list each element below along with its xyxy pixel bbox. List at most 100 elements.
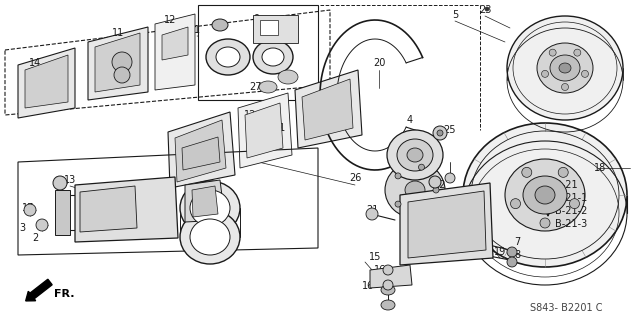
Ellipse shape xyxy=(262,48,284,66)
Circle shape xyxy=(445,173,455,183)
Ellipse shape xyxy=(523,176,567,214)
Polygon shape xyxy=(253,15,298,43)
Text: 9: 9 xyxy=(253,14,259,24)
Ellipse shape xyxy=(559,63,571,73)
Circle shape xyxy=(574,49,581,56)
Ellipse shape xyxy=(537,43,593,93)
Text: 22: 22 xyxy=(434,180,446,190)
Text: 23: 23 xyxy=(479,5,491,15)
Ellipse shape xyxy=(385,162,445,218)
Polygon shape xyxy=(55,190,70,235)
Polygon shape xyxy=(302,79,353,140)
Ellipse shape xyxy=(407,148,423,162)
Text: 12: 12 xyxy=(244,110,256,120)
Circle shape xyxy=(541,70,548,78)
Circle shape xyxy=(540,218,550,228)
Text: 12: 12 xyxy=(164,15,176,25)
Circle shape xyxy=(383,280,393,290)
Circle shape xyxy=(395,173,401,179)
Polygon shape xyxy=(192,186,218,217)
Text: 8: 8 xyxy=(514,250,520,260)
Text: 28: 28 xyxy=(529,193,541,203)
Circle shape xyxy=(511,199,520,209)
Text: 3: 3 xyxy=(19,223,25,233)
Ellipse shape xyxy=(463,123,627,267)
Polygon shape xyxy=(25,55,68,108)
Polygon shape xyxy=(245,103,283,158)
Polygon shape xyxy=(162,27,188,60)
Text: 2: 2 xyxy=(32,233,38,243)
Polygon shape xyxy=(198,5,318,100)
Text: B-21-3: B-21-3 xyxy=(555,219,588,229)
Ellipse shape xyxy=(505,159,585,231)
Ellipse shape xyxy=(216,47,240,67)
Text: 11: 11 xyxy=(112,28,124,38)
Circle shape xyxy=(561,84,568,91)
Polygon shape xyxy=(400,183,493,265)
Text: 5: 5 xyxy=(452,10,458,20)
Polygon shape xyxy=(80,186,137,232)
Text: 10: 10 xyxy=(214,243,226,253)
Polygon shape xyxy=(95,33,140,92)
Text: 4: 4 xyxy=(407,115,413,125)
Text: 13: 13 xyxy=(64,175,76,185)
Text: 19: 19 xyxy=(494,247,506,257)
Circle shape xyxy=(114,67,130,83)
Circle shape xyxy=(383,265,393,275)
Circle shape xyxy=(433,187,439,193)
Polygon shape xyxy=(182,137,220,170)
Text: 26: 26 xyxy=(349,173,361,183)
Polygon shape xyxy=(238,93,292,168)
Polygon shape xyxy=(18,48,75,118)
Circle shape xyxy=(53,176,67,190)
Text: 24: 24 xyxy=(424,143,436,153)
Circle shape xyxy=(485,7,489,11)
Ellipse shape xyxy=(190,219,230,255)
Circle shape xyxy=(419,164,424,170)
Ellipse shape xyxy=(206,39,250,75)
Text: FR.: FR. xyxy=(54,289,74,299)
Polygon shape xyxy=(408,191,486,258)
Text: B-21-2: B-21-2 xyxy=(555,206,588,216)
Text: 16: 16 xyxy=(374,265,386,275)
Text: 25: 25 xyxy=(444,125,456,135)
Text: 1: 1 xyxy=(194,25,200,35)
Text: 11: 11 xyxy=(274,123,286,133)
Text: 18: 18 xyxy=(594,163,606,173)
Circle shape xyxy=(437,130,443,136)
Circle shape xyxy=(507,247,517,257)
Text: 15: 15 xyxy=(369,252,381,262)
Text: 6: 6 xyxy=(415,190,421,200)
Ellipse shape xyxy=(535,186,555,204)
Circle shape xyxy=(112,52,132,72)
Polygon shape xyxy=(88,27,148,100)
Polygon shape xyxy=(185,180,225,222)
Ellipse shape xyxy=(387,130,443,180)
Ellipse shape xyxy=(397,139,433,171)
Circle shape xyxy=(582,70,588,78)
Text: 17: 17 xyxy=(22,203,34,213)
Polygon shape xyxy=(175,120,226,182)
Circle shape xyxy=(570,199,579,209)
Ellipse shape xyxy=(180,181,240,235)
Ellipse shape xyxy=(381,300,395,310)
Circle shape xyxy=(395,201,401,207)
FancyArrow shape xyxy=(26,279,52,301)
Polygon shape xyxy=(295,70,362,148)
Ellipse shape xyxy=(259,81,277,93)
Text: 20: 20 xyxy=(373,58,385,68)
Circle shape xyxy=(507,257,517,267)
Circle shape xyxy=(433,126,447,140)
Ellipse shape xyxy=(550,55,580,81)
Circle shape xyxy=(549,49,556,56)
Text: 14: 14 xyxy=(29,58,41,68)
Circle shape xyxy=(522,167,532,177)
Ellipse shape xyxy=(278,70,298,84)
Ellipse shape xyxy=(253,40,293,74)
Text: 16: 16 xyxy=(362,281,374,291)
Text: 7: 7 xyxy=(514,237,520,247)
Text: B-21: B-21 xyxy=(555,180,578,190)
Ellipse shape xyxy=(405,181,425,199)
Circle shape xyxy=(36,219,48,231)
Text: 21: 21 xyxy=(366,205,378,215)
